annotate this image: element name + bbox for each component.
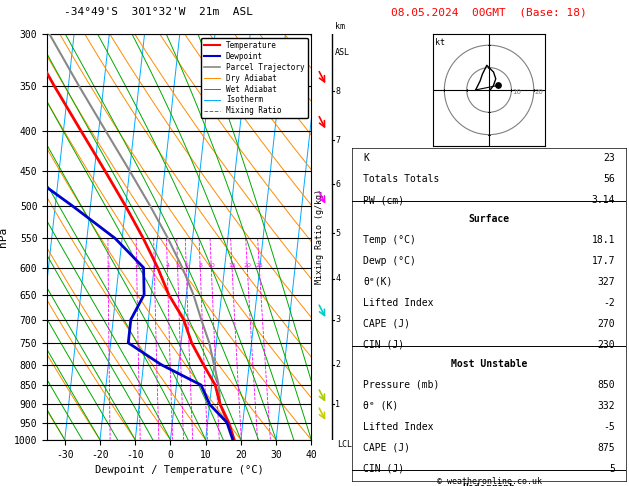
Text: 5: 5: [335, 229, 340, 238]
Y-axis label: hPa: hPa: [0, 227, 8, 247]
Text: kt: kt: [435, 38, 445, 48]
Text: 327: 327: [598, 277, 615, 287]
Text: 5: 5: [609, 464, 615, 474]
Text: 20: 20: [535, 89, 543, 95]
Text: 4: 4: [335, 274, 340, 283]
Text: 270: 270: [598, 319, 615, 329]
Text: CIN (J): CIN (J): [363, 464, 404, 474]
Text: Mixing Ratio (g/kg): Mixing Ratio (g/kg): [315, 190, 324, 284]
Text: 3: 3: [335, 315, 340, 324]
Text: 5: 5: [175, 262, 180, 268]
Text: 850: 850: [598, 380, 615, 390]
Text: 2: 2: [335, 360, 340, 369]
Text: 20: 20: [243, 262, 251, 268]
Text: K: K: [363, 153, 369, 163]
Text: 10: 10: [208, 262, 215, 268]
Text: Pressure (mb): Pressure (mb): [363, 380, 440, 390]
Text: Lifted Index: Lifted Index: [363, 422, 433, 432]
Text: 332: 332: [598, 401, 615, 411]
Text: -5: -5: [603, 422, 615, 432]
Text: Most Unstable: Most Unstable: [451, 359, 527, 369]
Text: CAPE (J): CAPE (J): [363, 319, 410, 329]
Text: ASL: ASL: [335, 48, 350, 56]
Text: 8: 8: [198, 262, 202, 268]
Text: 7: 7: [335, 136, 340, 145]
Text: LCL: LCL: [337, 440, 352, 449]
Text: 2: 2: [135, 262, 138, 268]
Text: 6: 6: [184, 262, 188, 268]
Text: 1: 1: [106, 262, 110, 268]
Text: 8: 8: [335, 87, 340, 96]
X-axis label: Dewpoint / Temperature (°C): Dewpoint / Temperature (°C): [95, 465, 264, 475]
Text: © weatheronline.co.uk: © weatheronline.co.uk: [437, 476, 542, 486]
Text: Temp (°C): Temp (°C): [363, 235, 416, 245]
Text: 230: 230: [598, 340, 615, 350]
Text: 08.05.2024  00GMT  (Base: 18): 08.05.2024 00GMT (Base: 18): [391, 7, 587, 17]
Text: 875: 875: [598, 443, 615, 452]
Text: 4: 4: [165, 262, 169, 268]
Text: 18.1: 18.1: [591, 235, 615, 245]
Text: 3: 3: [152, 262, 157, 268]
Text: CIN (J): CIN (J): [363, 340, 404, 350]
Text: -2: -2: [603, 298, 615, 308]
Text: Dewp (°C): Dewp (°C): [363, 256, 416, 266]
Text: Surface: Surface: [469, 214, 509, 224]
Point: [493, 82, 503, 89]
Text: θᵉ(K): θᵉ(K): [363, 277, 392, 287]
Text: km: km: [335, 22, 345, 31]
Text: 1: 1: [335, 400, 340, 409]
Text: Lifted Index: Lifted Index: [363, 298, 433, 308]
Text: 17.7: 17.7: [591, 256, 615, 266]
Text: θᵉ (K): θᵉ (K): [363, 401, 398, 411]
Text: PW (cm): PW (cm): [363, 195, 404, 205]
Text: Hodograph: Hodograph: [462, 483, 516, 486]
Text: CAPE (J): CAPE (J): [363, 443, 410, 452]
Text: 23: 23: [603, 153, 615, 163]
Text: -34°49'S  301°32'W  21m  ASL: -34°49'S 301°32'W 21m ASL: [64, 7, 253, 17]
Text: 10: 10: [513, 89, 521, 95]
Text: 25: 25: [255, 262, 264, 268]
Text: 15: 15: [228, 262, 236, 268]
Legend: Temperature, Dewpoint, Parcel Trajectory, Dry Adiabat, Wet Adiabat, Isotherm, Mi: Temperature, Dewpoint, Parcel Trajectory…: [201, 38, 308, 119]
Text: 6: 6: [335, 180, 340, 189]
Text: 56: 56: [603, 174, 615, 184]
Text: Totals Totals: Totals Totals: [363, 174, 440, 184]
Text: 3.14: 3.14: [591, 195, 615, 205]
